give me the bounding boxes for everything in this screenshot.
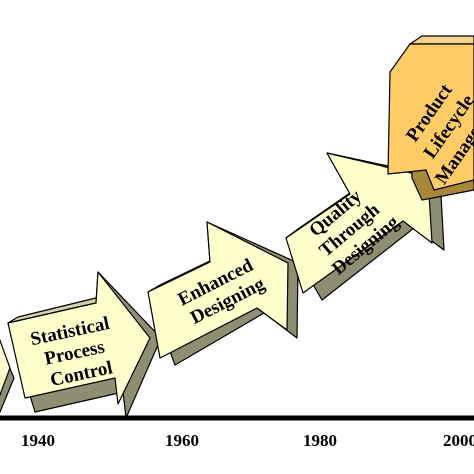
arrow-spc-face xyxy=(7,271,151,405)
arrow-quality-face xyxy=(285,152,433,294)
arrow-enhanced-face xyxy=(147,221,289,359)
arrow-enhanced-designing: Enhanced Designing xyxy=(147,221,299,366)
year-label-2000: 2000 xyxy=(443,431,474,450)
arrow-product-lifecycle-management: Product Lifecycle Management xyxy=(387,35,474,201)
arrow-statistical-process-control: Statistical Process Control xyxy=(7,271,162,419)
year-label-1940: 1940 xyxy=(21,431,55,450)
arrow-quality-through-designing: Quality Through Designing xyxy=(285,152,445,301)
timeline: 1940 1960 1980 2000 xyxy=(0,415,474,450)
year-label-1980: 1980 xyxy=(303,431,337,450)
partial-arrow-face xyxy=(0,338,11,397)
partial-arrow xyxy=(0,338,15,413)
arrow-plm-face xyxy=(387,43,474,191)
arrow-plm-top xyxy=(409,35,474,45)
year-label-1960: 1960 xyxy=(165,431,199,450)
